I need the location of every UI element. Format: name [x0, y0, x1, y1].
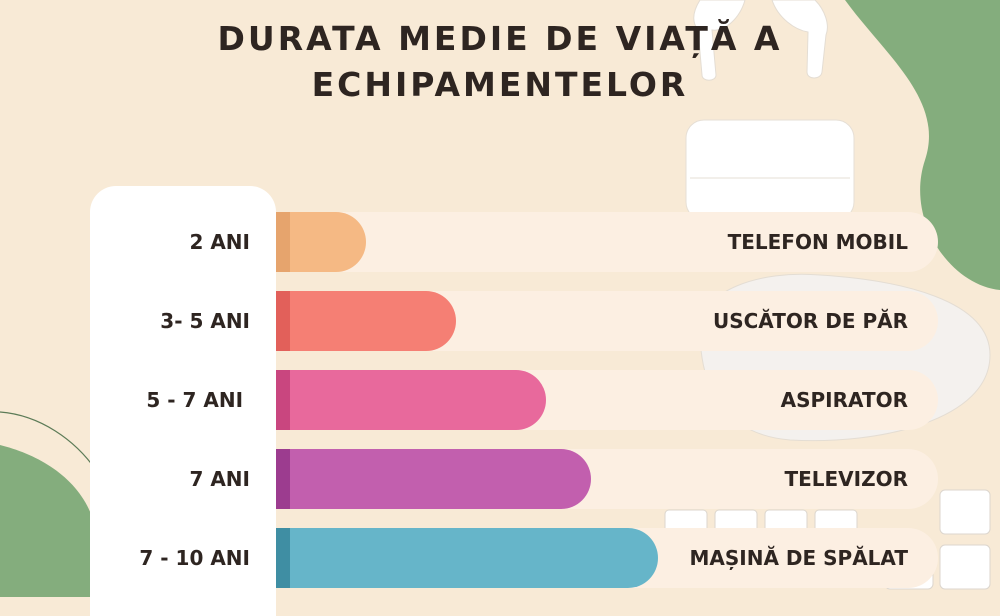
bar-edge — [276, 449, 290, 509]
bar-edge — [276, 291, 290, 351]
bar — [276, 528, 658, 588]
category-label: USCĂTOR DE PĂR — [712, 309, 908, 333]
bar — [276, 370, 546, 430]
bar — [276, 291, 456, 351]
value-label: 3- 5 ANI — [160, 309, 250, 333]
value-label: 7 - 10 ANI — [139, 546, 250, 570]
value-label-panel — [90, 186, 276, 616]
category-label: MAȘINĂ DE SPĂLAT — [689, 546, 909, 570]
bar — [276, 212, 366, 272]
chart-title: DURATA MEDIE DE VIAȚĂ A ECHIPAMENTELOR — [217, 19, 783, 104]
value-label: 5 - 7 ANI — [146, 388, 250, 412]
thin-curve-decoration — [0, 411, 97, 471]
bar-track — [276, 212, 938, 272]
bar-edge — [276, 212, 290, 272]
bar-edge — [276, 528, 290, 588]
earbud-icon — [693, 0, 828, 81]
bar-edge — [276, 370, 290, 430]
green-blob-bottom-left — [0, 445, 100, 597]
category-label: TELEVIZOR — [784, 467, 908, 491]
earbuds-case-icon — [685, 119, 855, 221]
value-label: 7 ANI — [189, 467, 250, 491]
value-label: 2 ANI — [189, 230, 250, 254]
green-blob-top-right — [845, 0, 1000, 290]
category-label: TELEFON MOBIL — [727, 230, 908, 254]
category-label: ASPIRATOR — [780, 388, 908, 412]
bar — [276, 449, 591, 509]
